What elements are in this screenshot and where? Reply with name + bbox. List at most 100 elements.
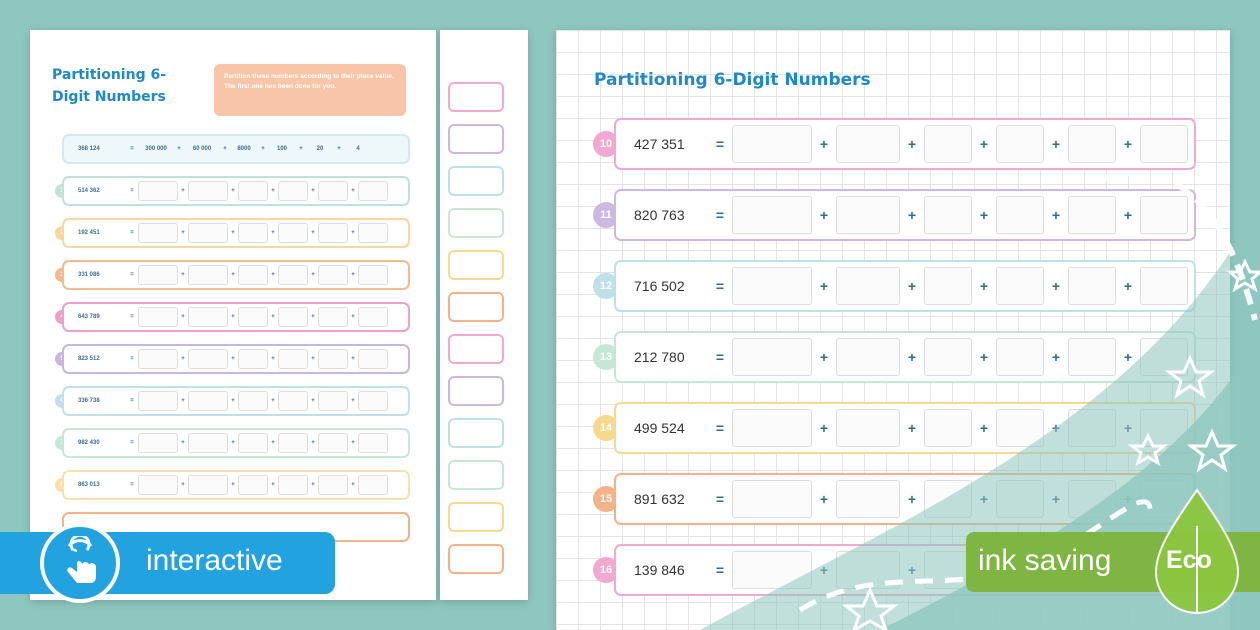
answer-box[interactable] — [358, 307, 388, 327]
answer-box[interactable] — [836, 409, 900, 447]
answer-box[interactable] — [318, 433, 348, 453]
plus-sign: + — [311, 272, 315, 278]
answer-box[interactable] — [318, 223, 348, 243]
answer-box[interactable] — [996, 125, 1044, 163]
answer-box[interactable] — [732, 338, 812, 376]
plus-sign: + — [819, 491, 829, 507]
answer-box[interactable] — [188, 181, 228, 201]
answer-box[interactable] — [138, 433, 178, 453]
answer-box[interactable] — [238, 307, 268, 327]
answer-box[interactable] — [1140, 409, 1188, 447]
answer-box[interactable] — [188, 223, 228, 243]
answer-box[interactable] — [188, 349, 228, 369]
answer-box[interactable] — [836, 338, 900, 376]
answer-box[interactable] — [318, 391, 348, 411]
answer-box[interactable] — [996, 409, 1044, 447]
answer-box[interactable] — [732, 551, 812, 589]
answer-box[interactable] — [732, 409, 812, 447]
answer-box[interactable] — [318, 265, 348, 285]
answer-box[interactable] — [238, 475, 268, 495]
answer-box[interactable] — [1068, 480, 1116, 518]
equals-sign: = — [715, 420, 725, 436]
answer-box[interactable] — [924, 551, 972, 589]
answer-box[interactable] — [138, 349, 178, 369]
answer-box[interactable] — [238, 433, 268, 453]
plus-sign: + — [311, 230, 315, 236]
answer-box[interactable] — [924, 480, 972, 518]
answer-box[interactable] — [138, 391, 178, 411]
answer-box[interactable] — [188, 391, 228, 411]
row-number: 716 502 — [634, 278, 685, 294]
answer-box[interactable] — [996, 196, 1044, 234]
answer-box[interactable] — [278, 475, 308, 495]
answer-box[interactable] — [188, 475, 228, 495]
answer-box[interactable] — [238, 223, 268, 243]
answer-box[interactable] — [1068, 338, 1116, 376]
answer-box[interactable] — [318, 181, 348, 201]
answer-box[interactable] — [358, 223, 388, 243]
answer-box[interactable] — [1140, 338, 1188, 376]
answer-box[interactable] — [1140, 196, 1188, 234]
answer-box[interactable] — [924, 338, 972, 376]
answer-box[interactable] — [278, 265, 308, 285]
answer-box[interactable] — [188, 307, 228, 327]
answer-box[interactable] — [1140, 267, 1188, 305]
plus-sign: + — [351, 188, 355, 194]
answer-box[interactable] — [836, 551, 900, 589]
answer-box[interactable] — [836, 267, 900, 305]
answer-box[interactable] — [996, 480, 1044, 518]
row-number: 331 086 — [78, 272, 100, 278]
answer-box[interactable] — [238, 181, 268, 201]
answer-box[interactable] — [188, 265, 228, 285]
answer-box[interactable] — [138, 307, 178, 327]
answer-box[interactable] — [836, 125, 900, 163]
answer-box[interactable] — [732, 480, 812, 518]
equals-sign: = — [130, 482, 134, 488]
answer-box[interactable] — [1068, 267, 1116, 305]
answer-box[interactable] — [238, 349, 268, 369]
back-page-row — [448, 250, 504, 280]
answer-box[interactable] — [836, 480, 900, 518]
answer-box[interactable] — [732, 196, 812, 234]
answer-box[interactable] — [924, 267, 972, 305]
answer-box[interactable] — [358, 433, 388, 453]
answer-box[interactable] — [732, 125, 812, 163]
answer-box[interactable] — [238, 391, 268, 411]
answer-box[interactable] — [138, 181, 178, 201]
answer-box[interactable] — [188, 433, 228, 453]
answer-box[interactable] — [358, 265, 388, 285]
answer-box[interactable] — [1068, 409, 1116, 447]
answer-box[interactable] — [138, 475, 178, 495]
answer-box[interactable] — [358, 349, 388, 369]
answer-box[interactable] — [358, 181, 388, 201]
answer-box[interactable] — [138, 223, 178, 243]
answer-box[interactable] — [358, 475, 388, 495]
answer-box[interactable] — [732, 267, 812, 305]
answer-box[interactable] — [836, 196, 900, 234]
answer-box[interactable] — [924, 196, 972, 234]
answer-box[interactable] — [278, 433, 308, 453]
answer-box[interactable] — [924, 125, 972, 163]
answer-box[interactable] — [318, 307, 348, 327]
answer-box[interactable] — [1068, 196, 1116, 234]
answer-box[interactable] — [278, 223, 308, 243]
answer-box[interactable] — [1140, 125, 1188, 163]
answer-box[interactable] — [358, 391, 388, 411]
answer-box[interactable] — [318, 475, 348, 495]
plus-sign: + — [351, 272, 355, 278]
answer-box[interactable] — [318, 349, 348, 369]
plus-sign: + — [1051, 278, 1061, 294]
answer-box[interactable] — [924, 409, 972, 447]
equals-sign: = — [130, 230, 134, 236]
answer-box[interactable] — [138, 265, 178, 285]
answer-box[interactable] — [278, 349, 308, 369]
partition-row: 514 362 = + + + + + — [62, 176, 410, 206]
answer-box[interactable] — [1068, 125, 1116, 163]
plus-sign: + — [819, 562, 829, 578]
answer-box[interactable] — [996, 267, 1044, 305]
answer-box[interactable] — [996, 338, 1044, 376]
answer-box[interactable] — [278, 181, 308, 201]
answer-box[interactable] — [278, 307, 308, 327]
answer-box[interactable] — [238, 265, 268, 285]
answer-box[interactable] — [278, 391, 308, 411]
